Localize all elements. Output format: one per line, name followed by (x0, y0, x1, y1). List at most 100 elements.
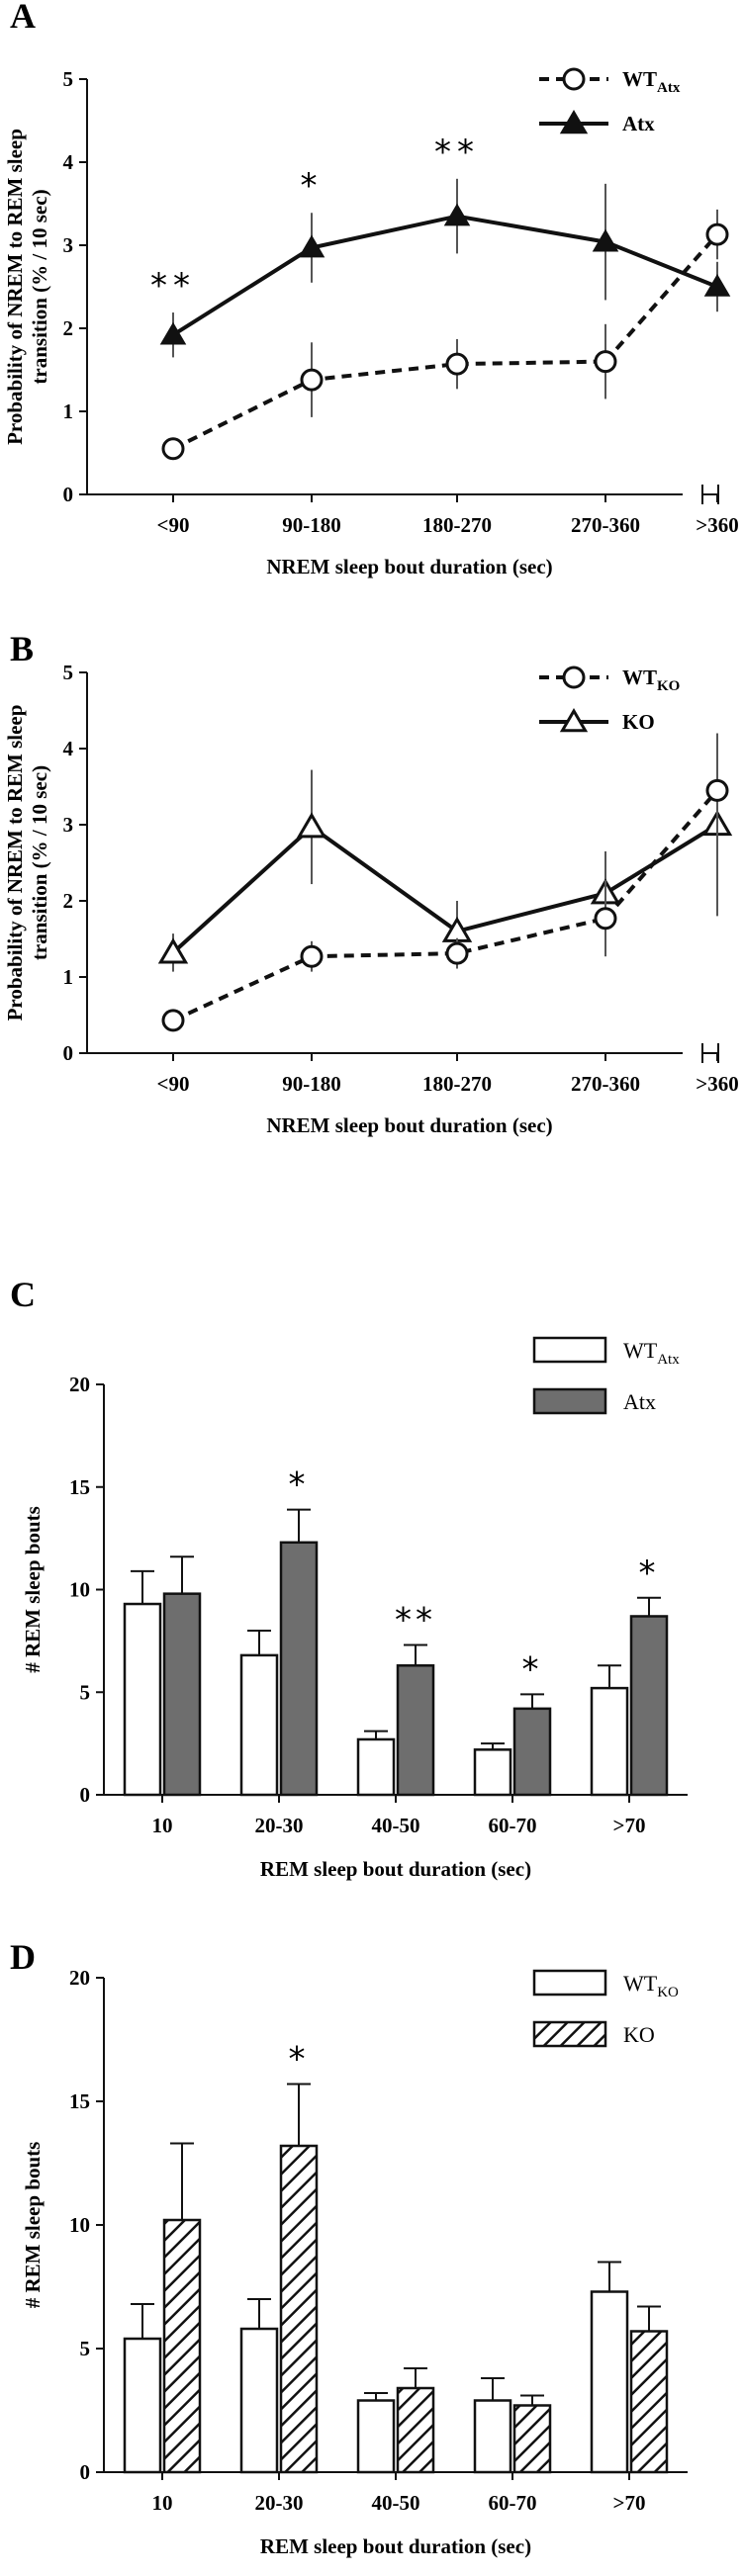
y-axis-title: # REM sleep bouts (21, 2142, 45, 2309)
y-tick-label: 5 (80, 2337, 91, 2360)
point-Atx (592, 228, 619, 252)
x-tick-label: 40-50 (372, 2491, 420, 2515)
panel-label: D (10, 1937, 36, 1977)
y-tick-label: 20 (69, 1966, 90, 1990)
x-tick-label: <90 (157, 1072, 190, 1096)
y-tick-label: 0 (80, 2460, 91, 2484)
point-Atx (703, 274, 731, 297)
y-tick-label: 2 (63, 889, 74, 913)
point-WT_KO (300, 944, 324, 968)
y-axis-title: Probability of NREM to REM sleep (3, 705, 27, 1022)
point-WT_Atx (300, 368, 324, 392)
x-tick-label: >360 (696, 513, 738, 537)
x-axis-title: NREM sleep bout duration (sec) (266, 555, 552, 578)
y-tick-label: 2 (63, 316, 74, 340)
y-tick-label: 4 (63, 737, 74, 760)
legend-label: Atx (622, 112, 655, 135)
x-axis-title: REM sleep bout duration (sec) (260, 1857, 531, 1881)
x-tick-label: 40-50 (372, 1814, 420, 1837)
series-line-segment-Atx (604, 239, 718, 289)
y-tick-label: 4 (63, 150, 74, 174)
series-line-WT_Atx (172, 359, 606, 451)
bar-WT_Atx (356, 1737, 396, 1797)
legend-swatch-marker (559, 708, 589, 733)
point-WT_Atx (161, 437, 185, 461)
y-tick-label: 0 (63, 483, 74, 506)
y-tick-label: 1 (63, 400, 74, 423)
x-tick-label: 270-360 (571, 513, 640, 537)
series-line-Atx (171, 214, 606, 337)
legend-label: WTAtx (622, 67, 681, 96)
point-KO (157, 937, 189, 964)
significance-marker: ** (434, 133, 480, 172)
y-axis-title: # REM sleep bouts (21, 1506, 45, 1673)
y-tick-label: 20 (69, 1373, 90, 1396)
bar-WT_Atx (590, 1686, 629, 1797)
legend-swatch-marker (562, 67, 586, 91)
legend-swatch (532, 2020, 607, 2048)
legend-swatch-marker (562, 666, 586, 689)
y-axis-title: transition (% / 10 sec) (28, 189, 51, 384)
bar-KO (396, 2386, 435, 2474)
legend-label: WTAtx (623, 1338, 680, 1368)
legend-swatch (532, 1336, 607, 1364)
x-tick-label: 90-180 (282, 1072, 341, 1096)
point-WT_Atx (445, 352, 469, 376)
y-axis-title: Probability of NREM to REM sleep (3, 129, 27, 445)
series-line-KO (171, 824, 606, 954)
bar-Atx (629, 1615, 669, 1797)
y-tick-label: 15 (69, 2089, 90, 2113)
series-line-WT_KO (172, 916, 606, 1022)
point-Atx (298, 234, 325, 258)
bar-Atx (396, 1664, 435, 1797)
y-axis-title: transition (% / 10 sec) (28, 765, 51, 960)
y-tick-label: 5 (63, 67, 74, 91)
point-KO (296, 812, 327, 839)
point-WT_KO (161, 1009, 185, 1032)
bar-WT_KO (356, 2399, 396, 2474)
point-WT_Atx (705, 222, 729, 246)
bar-WT_Atx (473, 1748, 512, 1797)
point-Atx (443, 203, 471, 226)
point-WT_KO (705, 778, 729, 802)
y-tick-label: 0 (80, 1783, 91, 1807)
significance-marker: * (289, 1466, 310, 1505)
point-WT_KO (445, 941, 469, 965)
significance-marker: * (289, 2040, 310, 2080)
chart-panel-a: A 0 1 2 3 4 5 <90 90-180 180-270 270-360 >360 NREM s… (3, 0, 739, 578)
chart-panel-d: D 0 5 10 15 20 # REM sleep bouts 10 20-30 * 40-50 6… (10, 1937, 688, 2558)
bar-Atx (162, 1592, 202, 1797)
bar-WT_KO (239, 2327, 279, 2474)
point-WT_KO (594, 907, 617, 931)
series-line-segment-KO (604, 823, 719, 896)
bar-WT_Atx (123, 1602, 162, 1797)
x-tick-label: >70 (613, 2491, 646, 2515)
bar-KO (512, 2404, 552, 2474)
x-tick-label: 60-70 (489, 2491, 537, 2515)
y-tick-label: 1 (63, 965, 74, 989)
x-tick-label: 180-270 (422, 1072, 492, 1096)
significance-marker: * (301, 166, 324, 206)
bar-KO (162, 2218, 202, 2474)
legend-label: WTKO (623, 1971, 679, 2000)
panel-label: B (10, 629, 34, 668)
bar-WT_KO (473, 2399, 512, 2474)
y-tick-label: 5 (63, 661, 74, 684)
point-WT_Atx (594, 350, 617, 374)
chart-panel-c: C 0 5 10 15 20 # REM sleep bouts 10 20-30 * 40-50 *… (10, 1275, 688, 1881)
significance-marker: * (639, 1554, 660, 1593)
series-line-segment-WT_Atx (604, 232, 719, 363)
x-tick-label: 20-30 (255, 2491, 304, 2515)
x-tick-label: 10 (152, 1814, 173, 1837)
significance-marker: * (522, 1649, 543, 1689)
legend-label: KO (623, 2022, 655, 2047)
series-line-segment-WT_KO (604, 789, 719, 921)
y-tick-label: 3 (63, 233, 74, 257)
x-tick-label: <90 (157, 513, 190, 537)
panel-label: C (10, 1275, 36, 1314)
x-tick-label: 270-360 (571, 1072, 640, 1096)
bar-WT_KO (590, 2290, 629, 2474)
y-tick-label: 10 (69, 1578, 90, 1602)
significance-marker: ** (150, 266, 196, 306)
legend-swatch (532, 1387, 607, 1415)
